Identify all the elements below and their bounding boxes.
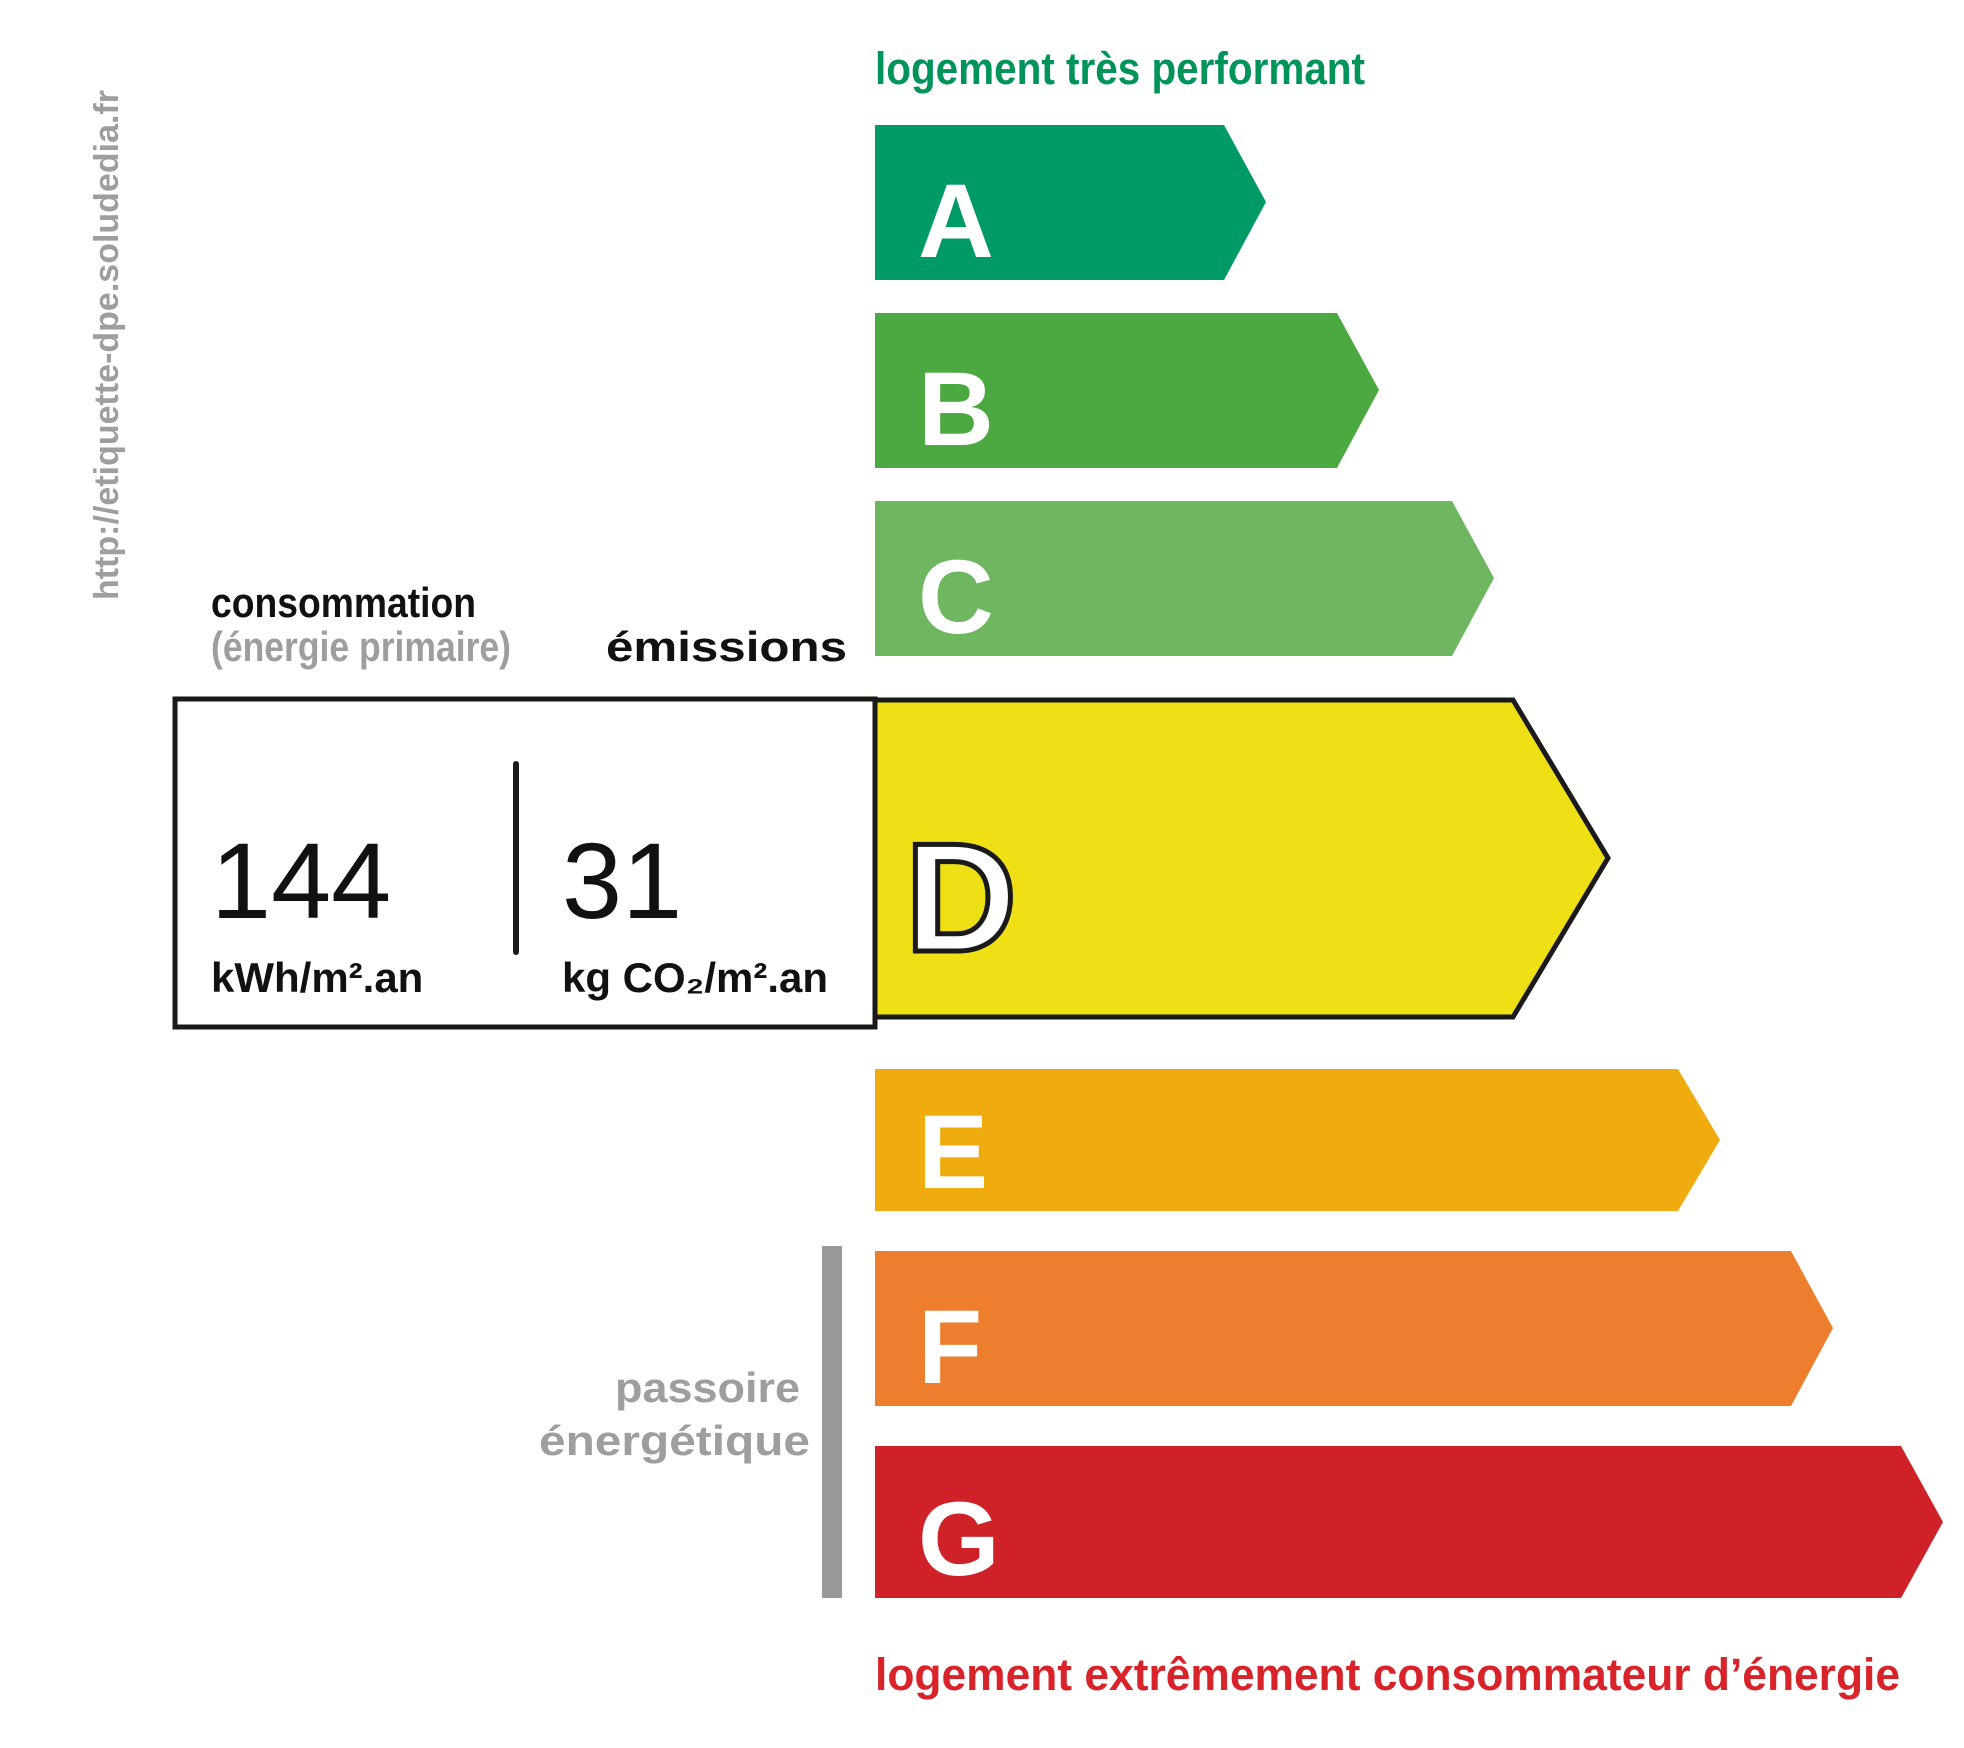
svg-text:F: F [918, 1289, 982, 1406]
svg-text:kg CO₂/m².an: kg CO₂/m².an [562, 954, 828, 1001]
svg-text:E: E [918, 1094, 988, 1211]
svg-text:consommation: consommation [211, 579, 476, 626]
svg-text:kWh/m².an: kWh/m².an [211, 954, 423, 1001]
svg-text:B: B [918, 351, 994, 468]
svg-text:http://etiquette-dpe.soludedia: http://etiquette-dpe.soludedia.fr [88, 90, 126, 600]
svg-text:D: D [905, 811, 1017, 984]
svg-text:31: 31 [562, 820, 682, 941]
svg-text:A: A [918, 163, 994, 280]
svg-text:(énergie primaire): (énergie primaire) [211, 623, 511, 670]
svg-text:logement très performant: logement très performant [875, 43, 1365, 94]
svg-text:émissions: émissions [606, 623, 847, 670]
svg-text:C: C [918, 539, 994, 656]
svg-text:144: 144 [211, 820, 391, 941]
svg-text:énergétique: énergétique [539, 1417, 810, 1464]
svg-text:passoire: passoire [615, 1364, 800, 1411]
svg-text:G: G [918, 1481, 1000, 1598]
svg-text:logement extrêmement consommat: logement extrêmement consommateur d’éner… [875, 1649, 1900, 1700]
